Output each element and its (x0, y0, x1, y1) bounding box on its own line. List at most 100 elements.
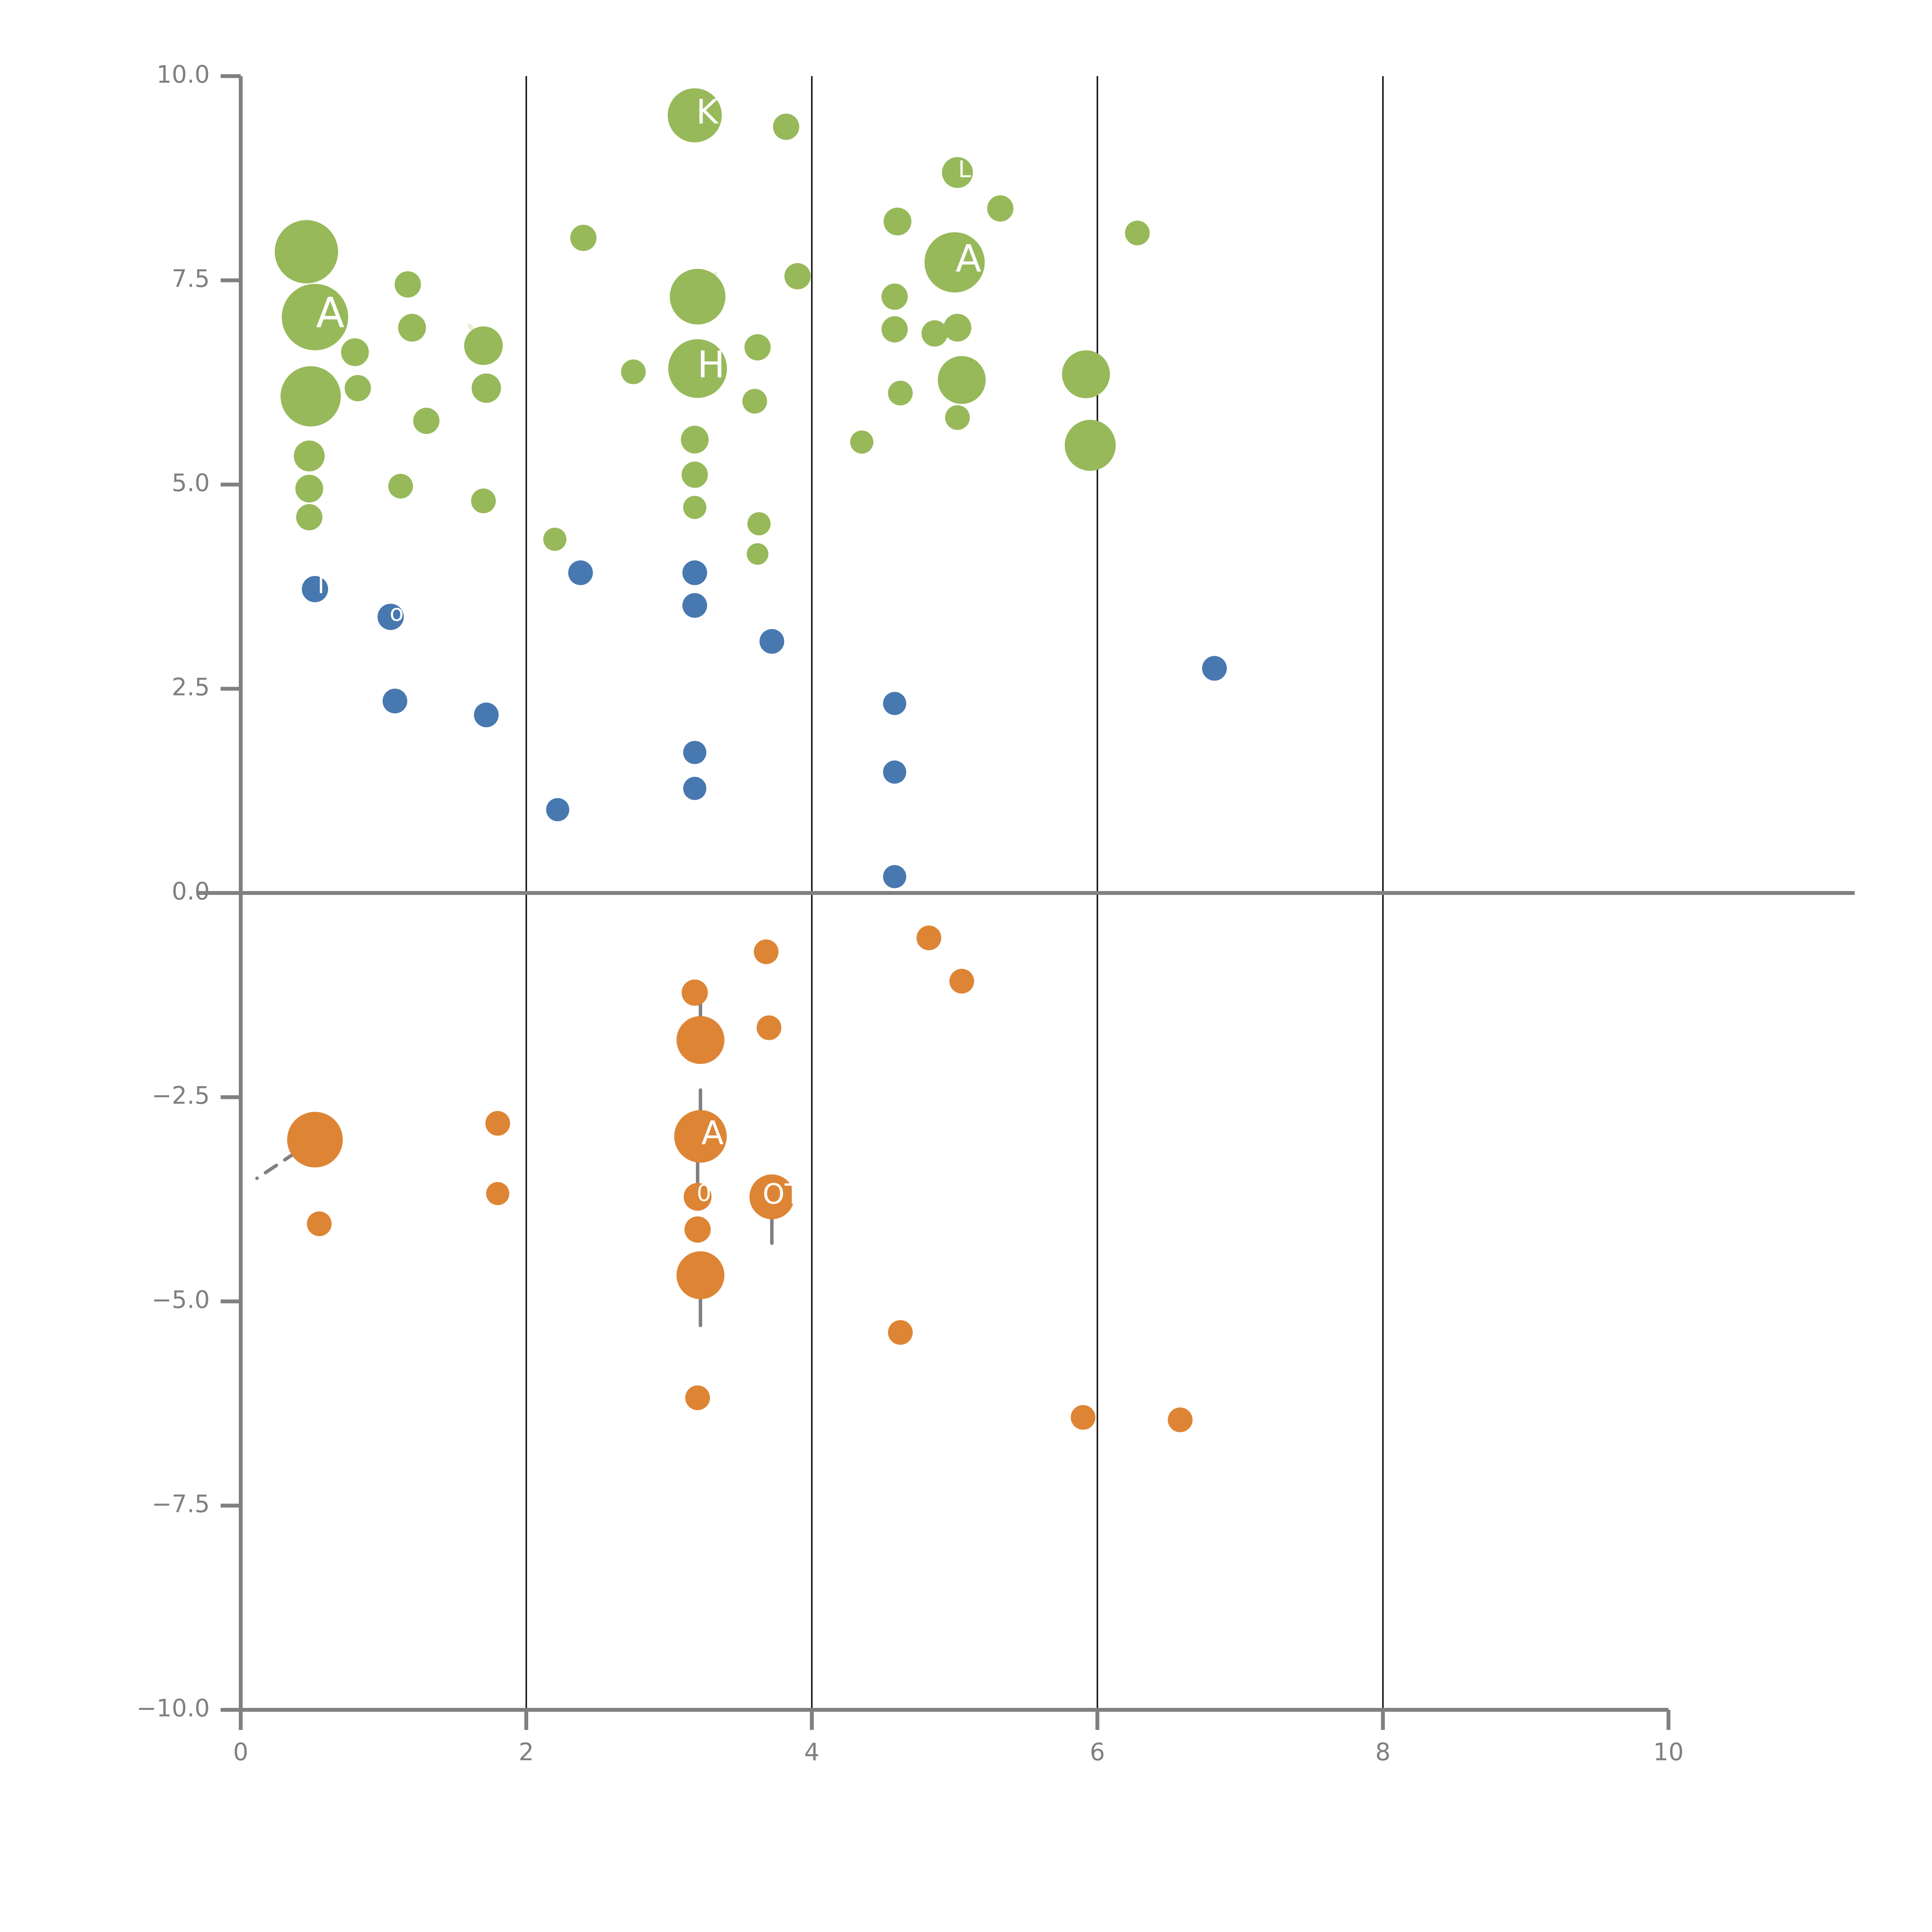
data-point-orange[interactable] (685, 1385, 710, 1410)
data-point-green[interactable] (344, 375, 371, 401)
data-point-orange[interactable] (682, 979, 708, 1006)
data-point-orange[interactable] (485, 1111, 510, 1136)
data-point-blue[interactable] (883, 692, 906, 715)
data-point-green[interactable] (1125, 220, 1150, 245)
data-point-green[interactable] (942, 157, 973, 188)
data-point-green[interactable] (943, 314, 971, 342)
data-point-green[interactable] (395, 271, 421, 298)
data-point-green[interactable] (921, 320, 948, 347)
data-point-orange[interactable] (486, 1182, 510, 1205)
data-point-green[interactable] (471, 373, 501, 403)
data-point-blue[interactable] (383, 689, 408, 714)
data-point-orange[interactable] (916, 925, 941, 951)
data-point-orange[interactable] (888, 1320, 913, 1345)
y-tick-labels: 10.0 7.5 5.0 2.5 0.0 −2.5 −5.0 −7.5 −10.0 (136, 60, 210, 1722)
data-point-green[interactable] (1065, 420, 1116, 471)
data-point-blue[interactable] (377, 604, 404, 630)
data-point-green[interactable] (784, 263, 811, 289)
data-point-green[interactable] (681, 425, 709, 454)
data-point-blue[interactable] (682, 593, 707, 618)
data-point-green[interactable] (881, 316, 908, 343)
x-tick-label: 10 (1653, 1738, 1684, 1766)
data-point-green[interactable] (945, 405, 970, 430)
data-point-green[interactable] (341, 338, 369, 366)
data-point-orange[interactable] (749, 1174, 794, 1219)
data-point-green[interactable] (471, 488, 496, 514)
data-point-orange[interactable] (676, 1016, 724, 1064)
x-axis (239, 1708, 1670, 1730)
point-label: OT (763, 1178, 802, 1211)
data-point-blue[interactable] (302, 576, 328, 602)
x-tick-label: 2 (519, 1738, 534, 1766)
data-point-green[interactable] (850, 430, 874, 454)
data-point-green[interactable] (937, 356, 986, 404)
data-point-green[interactable] (464, 326, 503, 365)
data-point-orange[interactable] (674, 1110, 727, 1163)
data-point-green[interactable] (881, 283, 908, 310)
data-point-green[interactable] (296, 504, 323, 531)
data-markers (274, 88, 1227, 1432)
data-point-orange[interactable] (1168, 1407, 1193, 1432)
data-point-green[interactable] (281, 366, 341, 427)
x-tick-label: 0 (233, 1738, 248, 1766)
y-tick-label: −2.5 (151, 1082, 210, 1110)
data-point-green[interactable] (683, 496, 707, 519)
data-point-blue[interactable] (883, 760, 906, 784)
x-tick-label: 4 (804, 1738, 819, 1766)
data-point-green[interactable] (621, 359, 646, 384)
data-point-green[interactable] (1062, 350, 1110, 398)
data-point-blue[interactable] (546, 798, 570, 821)
x-tick-labels: 0 2 4 6 8 10 (233, 1738, 1684, 1766)
data-point-green[interactable] (543, 527, 566, 551)
data-point-blue[interactable] (883, 865, 906, 888)
point-label: A (701, 1114, 724, 1152)
point-labels: A K H L A Io A 0 OT (316, 92, 981, 1210)
data-point-green[interactable] (295, 474, 323, 503)
data-point-orange[interactable] (676, 1251, 724, 1299)
data-point-blue[interactable] (759, 629, 784, 654)
data-point-green[interactable] (413, 408, 440, 434)
point-label: o (389, 600, 404, 627)
data-point-green[interactable] (398, 314, 426, 342)
data-point-orange[interactable] (1071, 1405, 1096, 1430)
y-tick-label: 0.0 (172, 877, 210, 905)
data-point-green[interactable] (668, 88, 722, 143)
data-point-orange[interactable] (307, 1211, 332, 1236)
data-point-green[interactable] (570, 224, 597, 251)
data-point-orange[interactable] (757, 1015, 782, 1040)
y-tick-label: −10.0 (136, 1694, 210, 1722)
data-point-green[interactable] (668, 339, 727, 398)
data-point-green[interactable] (670, 269, 726, 325)
data-point-green[interactable] (747, 543, 769, 565)
data-point-blue[interactable] (682, 560, 707, 585)
data-point-green[interactable] (742, 389, 767, 414)
data-point-green[interactable] (282, 284, 349, 350)
data-point-orange[interactable] (949, 969, 974, 994)
data-point-orange[interactable] (684, 1216, 711, 1243)
data-point-green[interactable] (987, 195, 1014, 222)
data-point-blue[interactable] (474, 702, 499, 728)
data-point-green[interactable] (883, 207, 912, 236)
y-tick-label: −7.5 (151, 1490, 210, 1518)
data-point-orange[interactable] (753, 939, 779, 964)
data-point-blue[interactable] (568, 560, 593, 585)
data-point-orange[interactable] (684, 1183, 712, 1211)
data-point-green[interactable] (294, 440, 325, 472)
data-point-green[interactable] (682, 461, 708, 488)
data-point-green[interactable] (888, 381, 913, 406)
data-point-green[interactable] (274, 220, 338, 284)
x-tick-label: 6 (1090, 1738, 1105, 1766)
data-point-orange[interactable] (287, 1112, 343, 1168)
data-point-green[interactable] (744, 334, 771, 361)
data-point-green[interactable] (747, 512, 771, 536)
data-point-green[interactable] (924, 232, 985, 293)
point-label: A (956, 236, 981, 280)
y-axis (221, 74, 243, 1712)
data-point-blue[interactable] (683, 777, 707, 800)
data-point-green[interactable] (388, 474, 413, 499)
data-point-blue[interactable] (1202, 656, 1227, 681)
data-point-green[interactable] (773, 114, 799, 140)
y-tick-label: 10.0 (156, 60, 210, 88)
data-point-blue[interactable] (683, 741, 707, 764)
